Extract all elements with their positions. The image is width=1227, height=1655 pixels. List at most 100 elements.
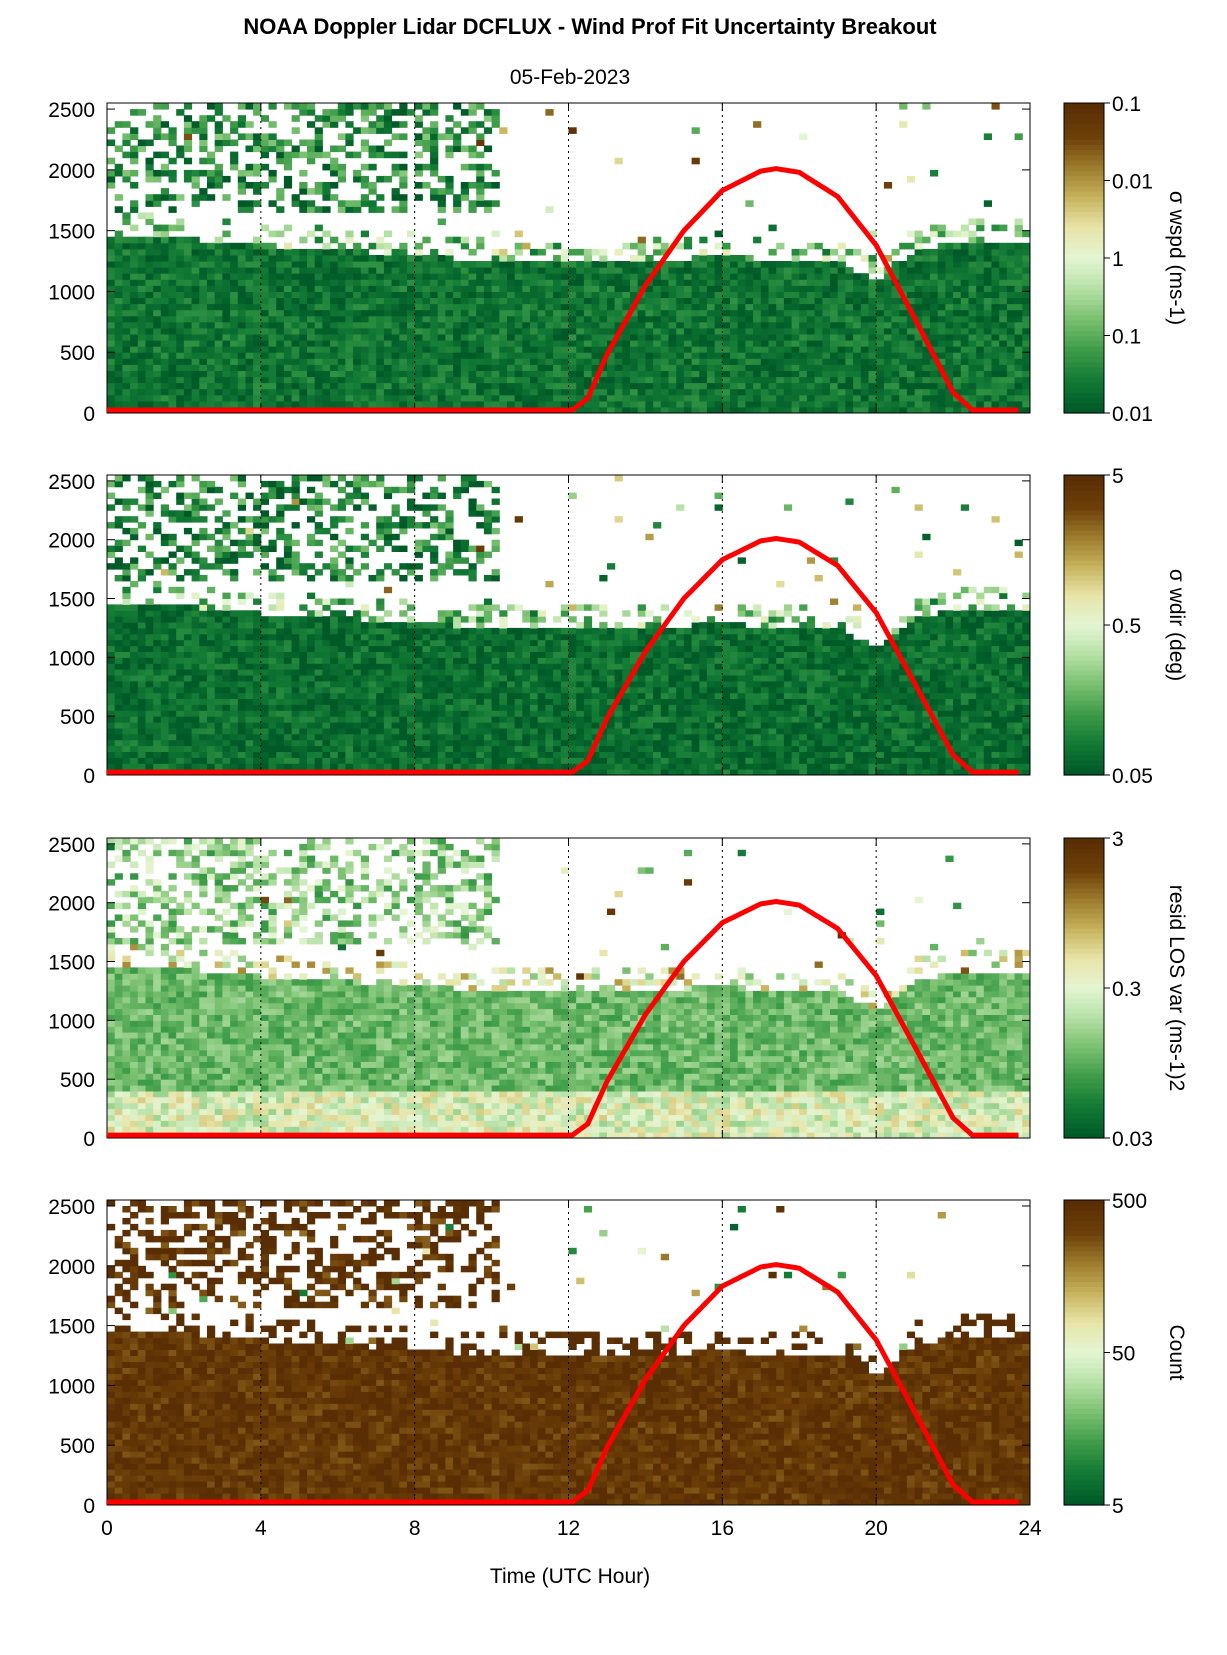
- heatmap-cell: [245, 610, 254, 617]
- heatmap-cell: [414, 297, 423, 305]
- heatmap-cell: [307, 382, 316, 390]
- heatmap-cell: [145, 400, 154, 408]
- heatmap-cell: [153, 763, 162, 770]
- heatmap-cell: [307, 346, 316, 353]
- heatmap-cell: [814, 406, 823, 414]
- heatmap-cell: [845, 394, 854, 402]
- heatmap-cell: [660, 309, 669, 317]
- heatmap-cell: [153, 346, 162, 353]
- heatmap-cell: [268, 315, 277, 323]
- heatmap-cell: [337, 334, 346, 341]
- heatmap-cell: [760, 370, 769, 378]
- heatmap-cell: [522, 352, 531, 359]
- heatmap-cell: [199, 267, 208, 274]
- heatmap-cell: [483, 358, 493, 365]
- heatmap-cell: [806, 358, 816, 365]
- heatmap-cell: [645, 267, 654, 274]
- heatmap-cell: [499, 291, 508, 298]
- heatmap-cell: [276, 575, 285, 582]
- heatmap-cell: [314, 394, 323, 402]
- heatmap-cell: [960, 315, 969, 323]
- heatmap-cell: [899, 103, 908, 110]
- heatmap-cell: [283, 698, 293, 705]
- heatmap-cell: [583, 352, 593, 359]
- heatmap-cell: [222, 675, 231, 682]
- heatmap-cell: [522, 309, 531, 317]
- heatmap-cell: [153, 267, 162, 274]
- heatmap-cell: [876, 291, 885, 298]
- heatmap-cell: [122, 669, 131, 676]
- heatmap-cell: [168, 139, 177, 147]
- heatmap-cell: [991, 248, 1000, 256]
- heatmap-cell: [268, 103, 277, 110]
- heatmap-cell: [568, 388, 577, 396]
- heatmap-cell: [330, 480, 339, 488]
- heatmap-cell: [330, 115, 339, 122]
- heatmap-cell: [222, 604, 231, 611]
- heatmap-cell: [630, 267, 639, 274]
- heatmap-cell: [730, 364, 739, 371]
- heatmap-cell: [914, 230, 923, 238]
- heatmap-cell: [368, 309, 377, 317]
- heatmap-cell: [307, 516, 316, 523]
- heatmap-cell: [307, 188, 316, 195]
- heatmap-cell: [791, 376, 800, 384]
- heatmap-cell: [160, 285, 169, 292]
- heatmap-cell: [245, 745, 254, 752]
- heatmap-cell: [706, 303, 716, 311]
- heatmap-cell: [714, 400, 723, 408]
- heatmap-cell: [476, 133, 485, 140]
- heatmap-cell: [483, 163, 493, 171]
- heatmap-cell: [114, 400, 123, 408]
- heatmap-cell: [614, 358, 623, 365]
- heatmap-cell: [953, 315, 962, 323]
- heatmap-cell: [345, 133, 354, 140]
- heatmap-cell: [268, 704, 277, 711]
- heatmap-cell: [276, 598, 285, 605]
- heatmap-cell: [791, 255, 800, 262]
- heatmap-cell: [999, 346, 1008, 353]
- heatmap-cell: [114, 622, 123, 629]
- heatmap-cell: [1014, 261, 1023, 268]
- heatmap-cell: [314, 273, 323, 280]
- heatmap-cell: [545, 291, 554, 298]
- heatmap-cell: [714, 315, 723, 323]
- heatmap-cell: [399, 151, 408, 159]
- heatmap-cell: [214, 364, 223, 371]
- heatmap-cell: [783, 285, 793, 292]
- heatmap-cell: [722, 297, 731, 305]
- heatmap-cell: [245, 680, 254, 688]
- heatmap-cell: [383, 364, 393, 371]
- heatmap-cell: [714, 242, 723, 250]
- heatmap-cell: [168, 510, 177, 517]
- heatmap-cell: [691, 382, 700, 390]
- heatmap-cell: [160, 352, 169, 359]
- heatmap-cell: [522, 327, 531, 335]
- heatmap-cell: [253, 382, 262, 390]
- heatmap-cell: [653, 242, 662, 250]
- heatmap-cell: [622, 352, 631, 359]
- heatmap-cell: [399, 346, 408, 353]
- heatmap-cell: [968, 255, 977, 262]
- heatmap-cell: [168, 279, 177, 286]
- heatmap-cell: [937, 358, 946, 365]
- heatmap-cell: [199, 698, 208, 705]
- heatmap-cell: [322, 151, 331, 159]
- heatmap-cell: [214, 388, 223, 396]
- heatmap-cell: [145, 680, 154, 688]
- heatmap-cell: [199, 745, 208, 752]
- heatmap-cell: [314, 692, 323, 699]
- heatmap-cell: [391, 394, 400, 402]
- heatmap-cell: [837, 388, 846, 396]
- heatmap-cell: [560, 303, 569, 311]
- heatmap-cell: [430, 285, 439, 292]
- heatmap-cell: [476, 151, 485, 159]
- heatmap-cell: [760, 400, 769, 408]
- heatmap-cell: [1022, 376, 1031, 384]
- heatmap-cell: [345, 382, 354, 390]
- heatmap-cell: [476, 188, 485, 195]
- heatmap-cell: [937, 285, 946, 292]
- heatmap-cell: [137, 627, 146, 635]
- heatmap-cell: [153, 657, 162, 664]
- heatmap-cell: [414, 327, 423, 335]
